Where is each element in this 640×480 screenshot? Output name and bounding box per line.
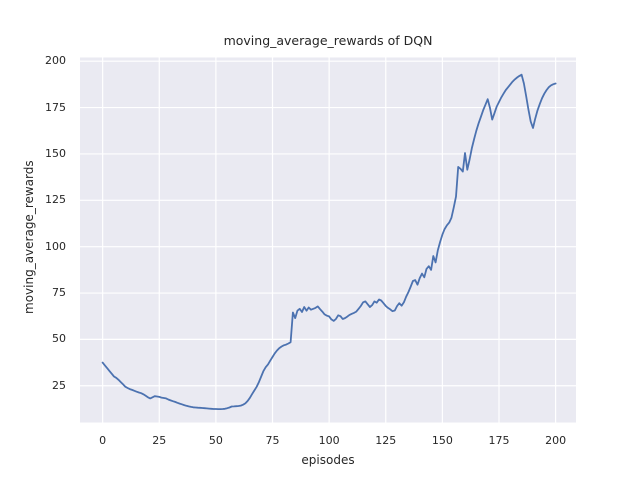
x-tick-label: 175	[488, 434, 510, 447]
x-tick-label: 150	[431, 434, 453, 447]
x-tick-label: 50	[208, 434, 223, 447]
x-tick-label: 0	[99, 434, 107, 447]
y-tick-label: 50	[52, 332, 66, 346]
x-tick-label: 25	[152, 434, 167, 447]
chart-title: moving_average_rewards of DQN	[223, 33, 433, 48]
y-tick-label: 100	[45, 239, 66, 253]
y-tick-label: 125	[45, 193, 66, 207]
y-tick-label: 200	[45, 54, 66, 68]
x-tick-label: 75	[265, 434, 280, 447]
x-tick-label: 125	[375, 434, 397, 447]
y-tick-label: 150	[45, 146, 66, 160]
data-line	[101, 73, 557, 411]
x-tick-label: 100	[318, 434, 340, 447]
plot-area	[80, 57, 576, 423]
y-tick-label: 25	[52, 378, 66, 392]
y-tick-label: 175	[45, 100, 66, 114]
x-axis-label: episodes	[301, 453, 355, 467]
y-tick-label: 75	[52, 286, 66, 300]
x-tick-label: 200	[545, 434, 567, 447]
